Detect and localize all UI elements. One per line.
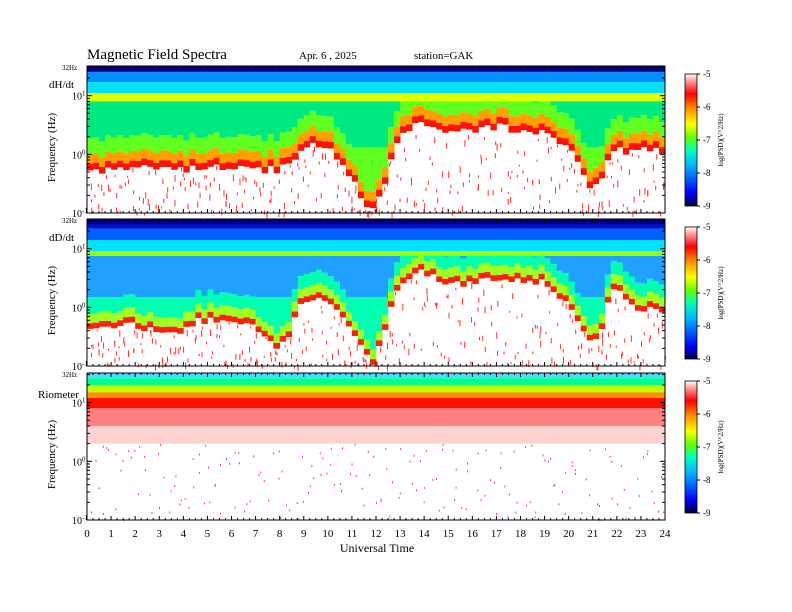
colorbar-tick-label: -8 — [703, 321, 711, 331]
panel-label: dD/dt — [49, 232, 74, 244]
x-tick-label: 15 — [443, 528, 455, 540]
y-tick-label: 10-1 — [72, 360, 88, 373]
top-frequency-label: 32Hz — [62, 371, 77, 379]
x-tick-label: 0 — [84, 528, 90, 540]
y-tick-label: 10-1 — [72, 514, 88, 527]
colorbar-tick-label: -7 — [703, 135, 711, 145]
y-tick-exponent: 0 — [82, 455, 86, 463]
x-tick-label: 13 — [395, 528, 407, 540]
top-frequency-label: 32Hz — [62, 64, 77, 72]
y-tick-base: 10 — [72, 209, 82, 220]
y-tick-base: 10 — [72, 516, 82, 527]
colorbar-tick-label: -5 — [703, 376, 711, 386]
colorbar-tick-label: -7 — [703, 288, 711, 298]
colorbar-label: log(PSD)(V^2/Hz) — [717, 266, 725, 320]
spectrogram-image — [87, 219, 666, 372]
x-tick-label: 24 — [660, 528, 672, 540]
colorbar-tick-label: -6 — [703, 102, 711, 112]
colorbar-tick-label: -8 — [703, 475, 711, 485]
x-tick-label: 11 — [347, 528, 358, 540]
x-tick-label: 4 — [181, 528, 187, 540]
y-tick-exponent: 1 — [82, 397, 86, 405]
colorbar-tick-label: -5 — [703, 222, 711, 232]
colorbar-tick-label: -6 — [703, 255, 711, 265]
x-tick-label: 20 — [563, 528, 575, 540]
y-tick-base: 10 — [72, 245, 82, 256]
top-frequency-label: 32Hz — [62, 217, 77, 225]
x-tick-label: 3 — [157, 528, 163, 540]
y-tick-exponent: -1 — [82, 514, 88, 522]
x-tick-label: 1 — [108, 528, 114, 540]
colorbar-tick-label: -9 — [703, 508, 711, 518]
colorbar-tick-label: -6 — [703, 409, 711, 419]
y-axis-label: Frequency (Hz) — [46, 113, 58, 183]
x-tick-label: 14 — [419, 528, 431, 540]
spectrogram-image — [87, 66, 666, 219]
x-tick-label: 19 — [539, 528, 551, 540]
y-axis-label: Frequency (Hz) — [46, 266, 58, 336]
x-tick-label: 6 — [229, 528, 235, 540]
x-tick-label: 17 — [491, 528, 503, 540]
figure-title: Magnetic Field Spectra — [87, 47, 227, 63]
x-tick-label: 9 — [301, 528, 307, 540]
y-tick-base: 10 — [72, 92, 82, 103]
y-tick-exponent: -1 — [82, 360, 88, 368]
x-tick-label: 2 — [132, 528, 138, 540]
x-tick-label: 18 — [515, 528, 527, 540]
y-tick-label: 100 — [72, 148, 86, 161]
x-tick-label: 7 — [253, 528, 259, 540]
colorbar — [684, 226, 698, 360]
colorbar-label: log(PSD)(V^2/Hz) — [717, 113, 725, 167]
panel-label: Riometer — [38, 389, 79, 401]
x-tick-label: 16 — [467, 528, 479, 540]
y-tick-base: 10 — [72, 150, 82, 161]
colorbar-tick-label: -9 — [703, 354, 711, 364]
y-tick-label: 101 — [72, 90, 86, 103]
y-tick-base: 10 — [72, 399, 82, 410]
y-tick-exponent: 1 — [82, 243, 86, 251]
y-tick-base: 10 — [72, 362, 82, 373]
y-tick-base: 10 — [72, 303, 82, 314]
x-tick-label: 22 — [611, 528, 622, 540]
y-tick-exponent: 0 — [82, 301, 86, 309]
y-tick-label: 101 — [72, 397, 86, 410]
colorbar-label: log(PSD)(V^2/Hz) — [717, 420, 725, 474]
y-tick-label: 10-1 — [72, 207, 88, 220]
colorbar — [684, 380, 698, 514]
x-axis: 0 1 2 3 4 5 6 7 8 9 10 11 12 13 14 15 16 17 18 19 20 21 22 23 24 — [84, 528, 671, 540]
colorbar-tick-label: -9 — [703, 201, 711, 211]
x-tick-label: 23 — [635, 528, 647, 540]
colorbar-tick-label: -8 — [703, 168, 711, 178]
y-axis-label: Frequency (Hz) — [46, 420, 58, 490]
date-label: Apr. 6 , 2025 — [299, 50, 357, 62]
x-tick-label: 5 — [205, 528, 211, 540]
spectrogram-image — [87, 373, 666, 522]
y-tick-label: 100 — [72, 455, 86, 468]
x-tick-label: 21 — [587, 528, 598, 540]
x-tick-label: 8 — [277, 528, 283, 540]
x-axis-label: Universal Time — [340, 541, 414, 555]
y-tick-label: 101 — [72, 243, 86, 256]
x-tick-label: 10 — [322, 528, 334, 540]
colorbar-tick-label: -7 — [703, 442, 711, 452]
y-tick-base: 10 — [72, 457, 82, 468]
station-label: station=GAK — [414, 50, 473, 62]
y-tick-label: 100 — [72, 301, 86, 314]
colorbar — [684, 73, 698, 207]
colorbar-tick-label: -5 — [703, 69, 711, 79]
y-tick-exponent: -1 — [82, 207, 88, 215]
x-tick-label: 12 — [371, 528, 382, 540]
panel-label: dH/dt — [49, 79, 74, 91]
y-tick-exponent: 0 — [82, 148, 86, 156]
y-tick-exponent: 1 — [82, 90, 86, 98]
